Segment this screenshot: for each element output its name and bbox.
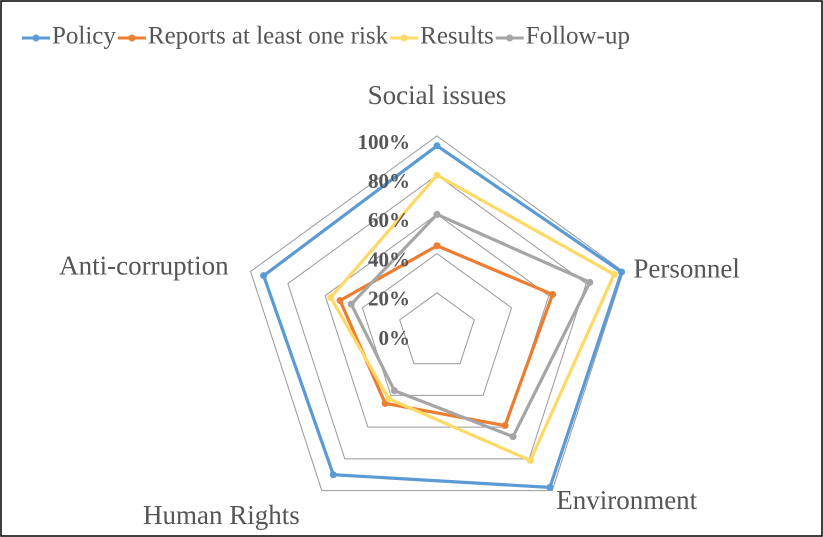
legend-marker — [32, 34, 40, 42]
series-line — [349, 212, 593, 439]
y-tick-label: 40% — [368, 247, 410, 271]
legend-label: Reports at least one risk — [148, 23, 389, 50]
grid-ring — [287, 174, 587, 460]
y-tick-label: 0% — [379, 326, 411, 350]
series-marker — [347, 300, 355, 308]
series-marker — [260, 272, 268, 280]
grid-ring — [399, 292, 475, 365]
y-tick-label: 80% — [368, 169, 410, 193]
y-tick-label: 60% — [368, 208, 410, 232]
series-marker — [433, 210, 441, 218]
grid-ring — [250, 135, 624, 492]
grid-ring — [361, 252, 513, 396]
series-marker — [509, 433, 517, 441]
y-tick-label: 100% — [358, 130, 411, 154]
series-marker — [610, 270, 618, 278]
series-marker — [501, 422, 509, 430]
series-marker — [586, 278, 594, 286]
legend-marker — [506, 34, 514, 42]
series-marker — [327, 293, 335, 301]
legend-marker — [400, 34, 408, 42]
series-line — [261, 143, 624, 490]
series-marker — [329, 471, 337, 479]
category-label: Human Rights — [143, 500, 300, 530]
category-label: Anti-corruption — [59, 251, 229, 281]
legend-marker — [128, 34, 136, 42]
legend-label: Follow-up — [526, 23, 630, 50]
series-marker — [390, 387, 398, 395]
series-line — [328, 173, 617, 463]
category-label: Environment — [556, 485, 697, 515]
series-marker — [526, 456, 534, 464]
series-marker — [336, 297, 344, 305]
legend-label: Results — [420, 23, 494, 50]
category-label: Personnel — [633, 254, 739, 284]
series-marker — [433, 171, 441, 179]
y-tick-label: 20% — [368, 287, 410, 311]
series-marker — [385, 395, 393, 403]
series-marker — [618, 268, 626, 276]
series-marker — [549, 290, 557, 298]
category-label: Social issues — [368, 80, 507, 110]
legend-label: Policy — [52, 23, 116, 50]
series-marker — [433, 142, 441, 150]
series-marker — [433, 242, 441, 250]
series-marker — [546, 483, 554, 491]
series-line — [338, 243, 555, 428]
